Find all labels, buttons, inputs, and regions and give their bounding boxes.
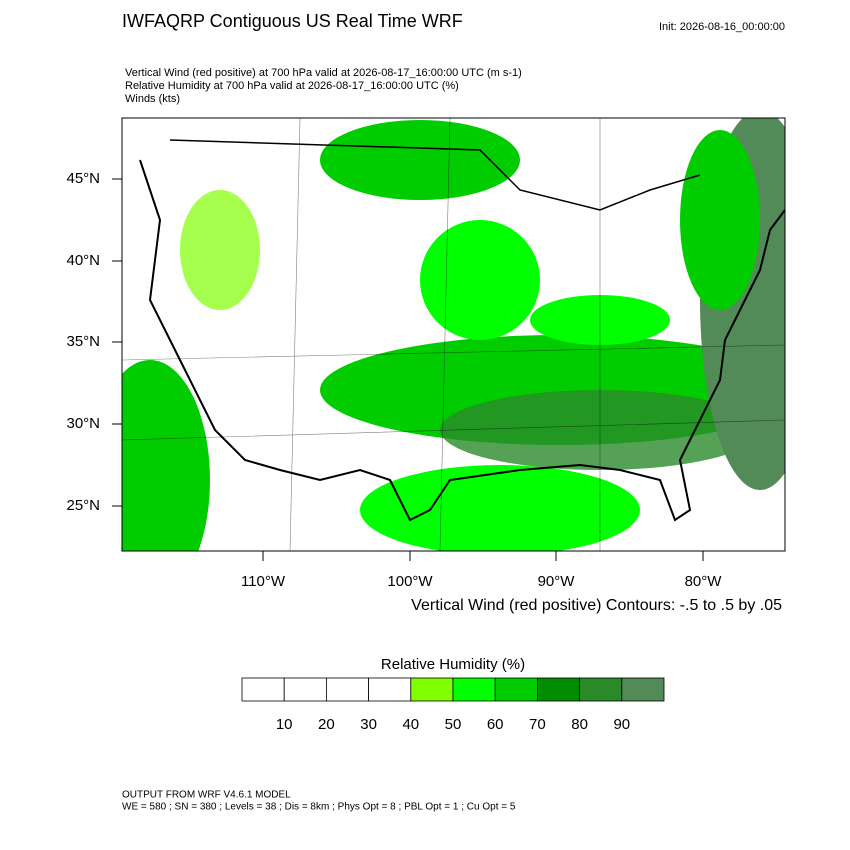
- colorbar-box: [537, 677, 581, 702]
- colorbar-box: [452, 677, 496, 702]
- colorbar-label: 30: [360, 716, 377, 733]
- init-time: Init: 2026-08-16_00:00:00: [659, 21, 785, 33]
- lat-label: 45°N: [66, 170, 100, 187]
- lon-label: 90°W: [538, 573, 576, 590]
- colorbar-title: Relative Humidity (%): [381, 656, 525, 673]
- colorbar-box: [241, 677, 285, 702]
- colorbar-box: [283, 677, 327, 702]
- colorbar-label: 20: [318, 716, 335, 733]
- field-line: Relative Humidity at 700 hPa valid at 20…: [125, 80, 459, 92]
- lat-label: 30°N: [66, 415, 100, 432]
- colorbar-label: 90: [613, 716, 630, 733]
- lon-label: 80°W: [685, 573, 723, 590]
- footer-line: OUTPUT FROM WRF V4.6.1 MODEL: [122, 790, 291, 801]
- title: IWFAQRP Contiguous US Real Time WRF: [122, 11, 463, 31]
- field-line: Winds (kts): [125, 93, 180, 105]
- lat-label: 35°N: [66, 333, 100, 350]
- lon-label: 100°W: [387, 573, 433, 590]
- field-line: Vertical Wind (red positive) at 700 hPa …: [125, 67, 522, 79]
- colorbar-box: [368, 677, 412, 702]
- colorbar-label: 70: [529, 716, 546, 733]
- lat-label: 40°N: [66, 252, 100, 269]
- lon-label: 110°W: [241, 573, 286, 590]
- contour-note: Vertical Wind (red positive) Contours: -…: [411, 597, 782, 614]
- colorbar-box: [621, 677, 665, 702]
- colorbar-box: [494, 677, 538, 702]
- colorbar-label: 80: [571, 716, 588, 733]
- colorbar-box: [410, 677, 454, 702]
- colorbar-box: [579, 677, 623, 702]
- colorbar-box: [325, 677, 369, 702]
- colorbar-label: 60: [487, 716, 504, 733]
- lat-label: 25°N: [66, 497, 100, 514]
- map: [121, 117, 786, 552]
- colorbar-label: 10: [276, 716, 293, 733]
- colorbar-label: 40: [402, 716, 419, 733]
- colorbar-label: 50: [445, 716, 462, 733]
- footer-line: WE = 580 ; SN = 380 ; Levels = 38 ; Dis …: [122, 802, 516, 813]
